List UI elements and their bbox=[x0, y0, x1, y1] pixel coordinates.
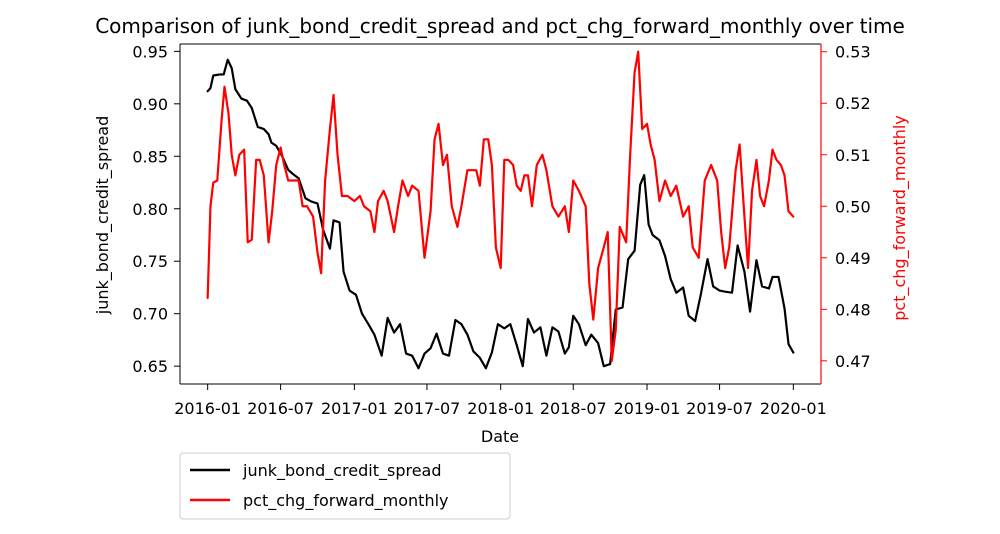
y-left-tick-label: 0.85 bbox=[132, 147, 168, 166]
y-right-tick-label: 0.48 bbox=[835, 300, 871, 319]
y-left-tick-label: 0.65 bbox=[132, 357, 168, 376]
y-left-tick-label: 0.90 bbox=[132, 95, 168, 114]
legend-label-junk-bond: junk_bond_credit_spread bbox=[242, 461, 442, 481]
x-tick-label: 2019-07 bbox=[686, 399, 753, 418]
x-tick-label: 2018-07 bbox=[540, 399, 607, 418]
x-tick-label: 2016-01 bbox=[174, 399, 241, 418]
legend: junk_bond_credit_spread pct_chg_forward_… bbox=[179, 452, 511, 520]
axes-layer: 2016-01 2016-07 2017-01 2017-07 2018-01 2018-… bbox=[132, 42, 870, 418]
x-tick-label: 2016-07 bbox=[247, 399, 314, 418]
x-tick-label: 2019-01 bbox=[614, 399, 681, 418]
y-right-tick-label: 0.49 bbox=[835, 249, 871, 268]
y-right-tick-label: 0.53 bbox=[835, 43, 871, 62]
chart-title: Comparison of junk_bond_credit_spread an… bbox=[95, 14, 905, 38]
x-axis-title: Date bbox=[481, 427, 519, 446]
x-tick-label: 2017-07 bbox=[394, 399, 461, 418]
series-layer bbox=[206, 50, 795, 370]
y-right-tick-label: 0.50 bbox=[835, 197, 871, 216]
y-left-tick-label: 0.95 bbox=[132, 42, 168, 61]
series-line-pct-chg-forward-monthly bbox=[206, 50, 795, 362]
y-left-tick-label: 0.75 bbox=[132, 252, 168, 271]
x-tick-label: 2017-01 bbox=[321, 399, 388, 418]
legend-label-pct-chg: pct_chg_forward_monthly bbox=[243, 491, 449, 511]
y-left-tick-label: 0.80 bbox=[132, 200, 168, 219]
series-line-junk-bond-credit-spread bbox=[206, 58, 795, 370]
legend-frame bbox=[179, 452, 511, 520]
x-tick-label: 2020-01 bbox=[760, 399, 827, 418]
y-right-tick-label: 0.52 bbox=[835, 94, 871, 113]
y-axis-right-title: pct_chg_forward_monthly bbox=[890, 115, 910, 321]
x-tick-label: 2018-01 bbox=[467, 399, 534, 418]
y-left-tick-label: 0.70 bbox=[132, 305, 168, 324]
y-axis-left-title: junk_bond_credit_spread bbox=[93, 116, 113, 316]
y-right-tick-label: 0.51 bbox=[835, 146, 871, 165]
y-right-tick-label: 0.47 bbox=[835, 352, 871, 371]
